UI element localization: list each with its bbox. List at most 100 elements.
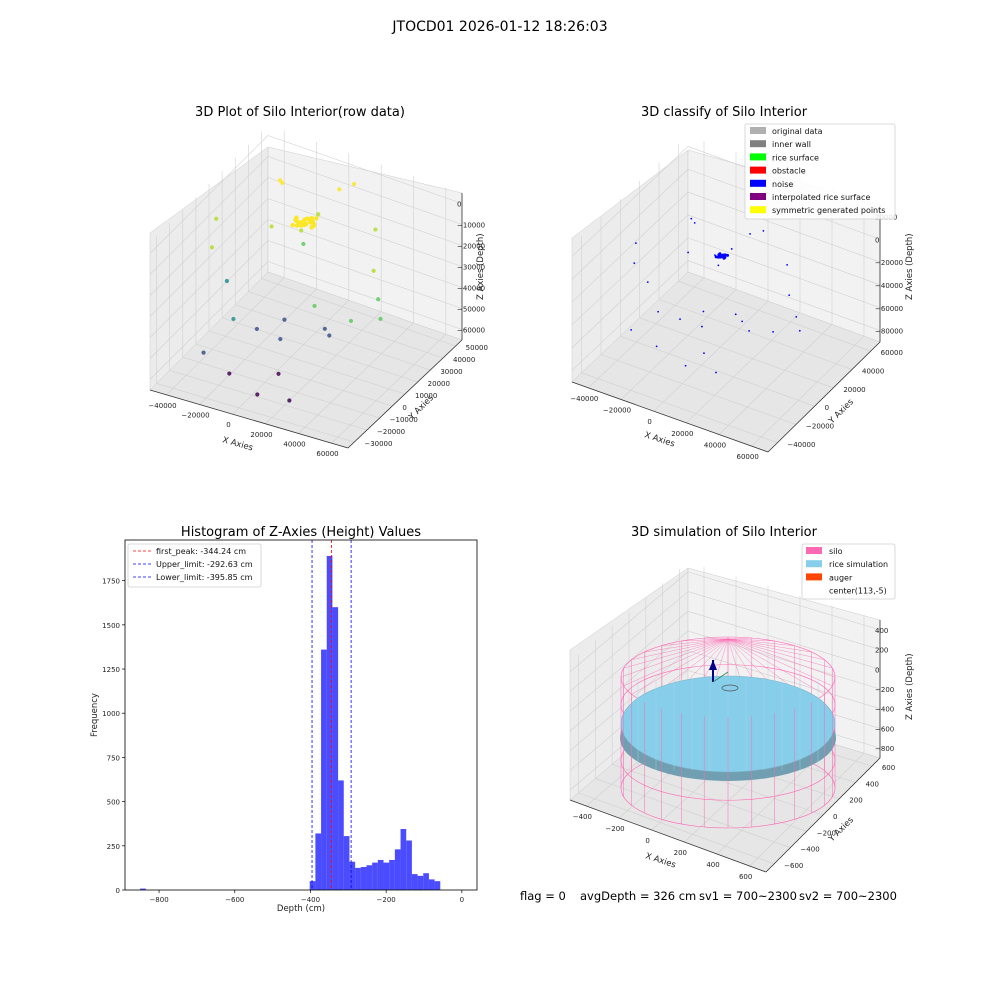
histogram-bar <box>434 881 441 890</box>
panel1-ygrid <box>195 343 393 407</box>
legend-swatch <box>750 153 766 161</box>
silo-roof-rib <box>727 638 825 660</box>
raw-point <box>214 216 219 221</box>
panel2-xtick: 20000 <box>671 430 693 438</box>
legend-label: rice surface <box>772 153 819 162</box>
noise-point <box>786 263 789 266</box>
panel1-ygrid <box>182 356 380 419</box>
panel1-zgrid-left <box>149 135 269 254</box>
histogram-bar <box>326 555 333 890</box>
footer-flag: flag = 0 <box>520 889 566 903</box>
panel2-xtick: 40000 <box>704 442 726 450</box>
histogram-bar <box>389 859 395 890</box>
legend-label: noise <box>772 180 793 189</box>
panel1-zgrid-left <box>149 261 269 380</box>
panel2-title: 3D classify of Silo Interior <box>641 105 808 120</box>
panel2-legend: original data inner wall rice surface obsta… <box>744 123 896 220</box>
panel4-ytick: 0 <box>833 813 837 821</box>
histogram-legend-frame <box>127 543 262 588</box>
raw-point <box>376 297 381 302</box>
panel2-x-axis <box>571 381 769 453</box>
panel4-ztick: −400 <box>875 706 894 714</box>
histogram-bar <box>400 829 407 890</box>
panel2-ztick: −40000 <box>875 282 903 290</box>
panel4-xtick: 400 <box>706 861 719 869</box>
legend-label: interpolated rice surface <box>772 193 870 202</box>
raw-point <box>209 245 215 250</box>
raw-point <box>322 326 327 331</box>
histogram-ylabel: Frequency <box>90 693 100 737</box>
panel1-ticks: −40000 −20000 0 20000 40000 60000 −30000 −20000… <box>148 201 488 459</box>
noise-point <box>657 310 660 313</box>
silo-roof-rib <box>661 638 729 646</box>
histogram-ytick: 750 <box>107 754 120 762</box>
raw-point <box>337 187 342 192</box>
panel4-zgrid <box>687 591 881 650</box>
legend-swatch <box>750 127 766 134</box>
histogram-bar <box>423 873 429 890</box>
panel-simulation: 3D simulation of Silo Interior −400 −200 0… <box>569 525 915 881</box>
panel2-ytick: −20000 <box>806 423 834 431</box>
panel1-ytick: 50000 <box>466 344 488 352</box>
panel1-ygrid <box>156 383 355 443</box>
noise-point <box>748 329 751 332</box>
raw-point <box>269 224 274 229</box>
panel4-y-axis <box>765 757 881 873</box>
panel4-zgrid-left <box>569 571 689 673</box>
panel2-ztick: −20000 <box>875 259 903 267</box>
histogram-bar <box>406 840 412 890</box>
histogram-ytick: 1250 <box>102 666 120 674</box>
panel2-ztick: −60000 <box>875 305 903 313</box>
panel4-ztick: 200 <box>875 647 888 655</box>
panel1-xtick: −40000 <box>148 402 176 410</box>
panel1-zgrid <box>267 177 463 246</box>
histogram-bar <box>349 861 356 890</box>
footer-avg-depth: avgDepth = 326 cm <box>580 889 696 903</box>
raw-point <box>351 181 357 187</box>
panel2-noise-points <box>630 217 801 374</box>
noise-point-cluster <box>722 256 726 260</box>
panel1-xtick: 60000 <box>316 450 338 458</box>
histogram-bar <box>140 888 146 890</box>
center-axis-line <box>712 671 729 683</box>
panel4-zgrid-left <box>569 611 689 712</box>
noise-point <box>646 281 649 284</box>
silo-roof-rib <box>681 638 729 642</box>
panel4-xtick: −200 <box>605 825 624 833</box>
panel1-ztick: −50000 <box>457 306 485 314</box>
legend-label: obstacle <box>772 167 806 176</box>
histogram-xtick: −600 <box>225 896 244 904</box>
raw-point <box>282 317 287 322</box>
raw-point <box>299 228 304 233</box>
panel4-title: 3D simulation of Silo Interior <box>631 525 818 540</box>
legend-label: auger <box>829 573 853 582</box>
panel-histogram: Histogram of Z-Axies (Height) Values −80… <box>90 525 478 914</box>
panel2-ztick: −80000 <box>875 328 903 336</box>
raw-point-cluster <box>294 215 299 220</box>
panel2-zgrid-left <box>571 146 689 257</box>
panel1-zgrid-left <box>149 177 269 296</box>
noise-point-cluster <box>726 253 730 257</box>
noise-point <box>679 318 681 321</box>
raw-point-cluster <box>290 222 295 228</box>
raw-point <box>201 350 206 355</box>
panel4-zlabel: Z Axies (Depth) <box>905 653 915 720</box>
legend-label: rice simulation <box>829 560 888 569</box>
panel4-ztick: −800 <box>875 745 894 753</box>
raw-point <box>227 371 232 376</box>
raw-point <box>278 336 283 342</box>
legend-swatch <box>750 193 766 200</box>
panel2-ygrid <box>581 372 778 444</box>
figure-suptitle: JTOCD01 2026-01-12 18:26:03 <box>391 19 607 35</box>
silo-roof-rib <box>727 638 825 695</box>
histogram-bar <box>383 862 390 890</box>
panel1-zgrid <box>267 198 463 267</box>
noise-point <box>715 371 717 374</box>
silo-roof-rib <box>727 638 833 669</box>
legend-label: inner wall <box>772 140 811 149</box>
histogram-bar <box>377 859 384 890</box>
panel2-ylabel: Y Axies <box>826 397 856 427</box>
panel4-ztick: 400 <box>875 627 888 635</box>
panel1-ytick: 30000 <box>440 368 462 376</box>
histogram-legend-label: Lower_limit: -395.85 cm <box>156 573 253 582</box>
